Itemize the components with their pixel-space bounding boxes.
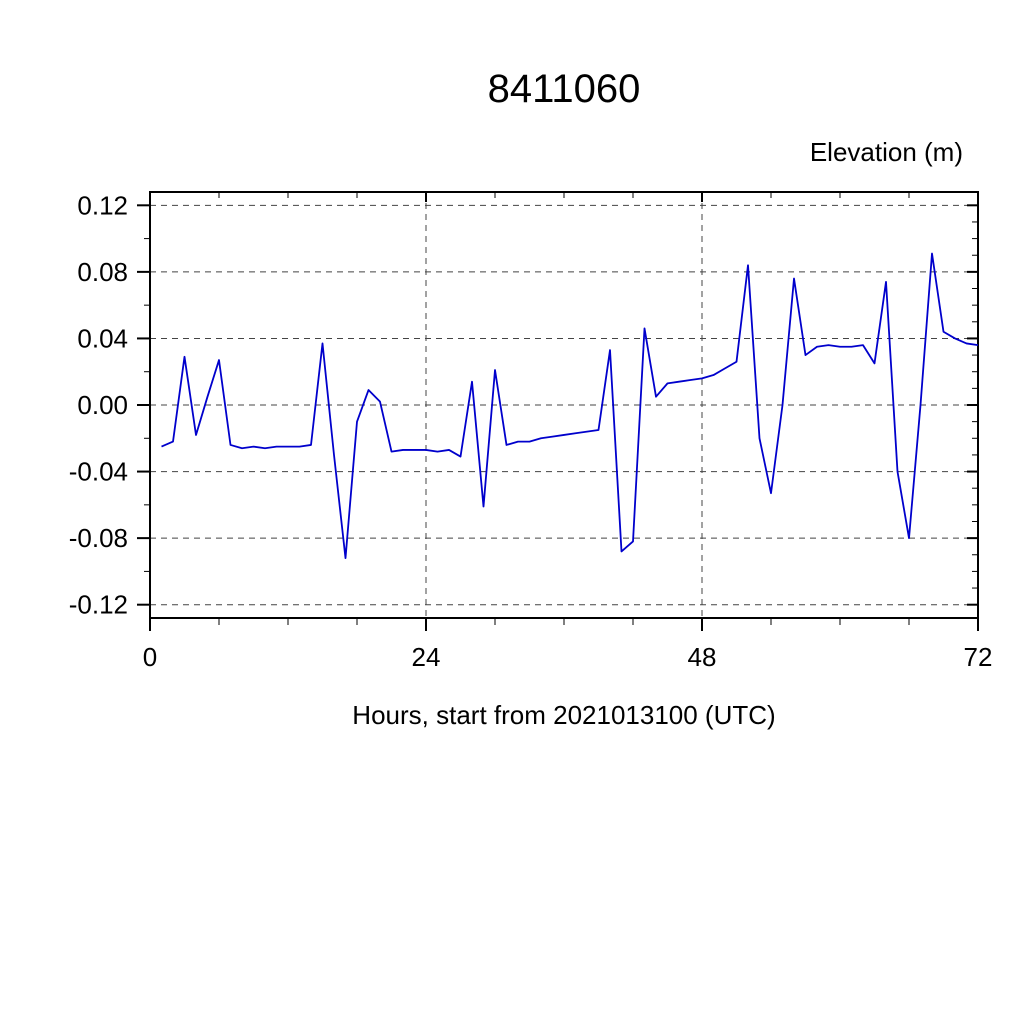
x-tick-label: 0 [143,642,157,672]
y-axis-unit-label: Elevation (m) [810,137,963,167]
y-tick-label: -0.08 [69,523,128,553]
y-tick-label: -0.04 [69,457,128,487]
elevation-series-line [161,252,979,559]
y-tick-label: -0.12 [69,590,128,620]
chart-title: 8411060 [488,67,641,111]
plot-area: 0 24 48 72 -0.12 -0.08 -0.04 0.00 0.04 0.08 0.12 [69,190,993,672]
x-axis-label: Hours, start from 2021013100 (UTC) [352,700,775,730]
x-tick-label: 48 [688,642,717,672]
x-tick-label: 72 [964,642,993,672]
y-tick-label: 0.08 [77,257,128,287]
y-tick-label: 0.00 [77,390,128,420]
x-tick-label: 24 [412,642,441,672]
y-tick-label: 0.04 [77,323,128,353]
y-tick-label: 0.12 [77,190,128,220]
